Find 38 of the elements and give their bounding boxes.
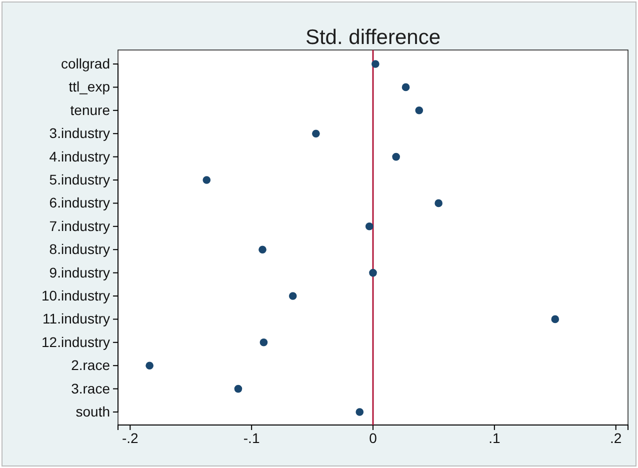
y-tick-label: 7.industry — [49, 218, 110, 234]
y-tick-label: 3.industry — [49, 125, 110, 142]
point — [415, 106, 424, 114]
y-tick-label: 2.race — [71, 357, 110, 374]
x-tick-label: 0 — [369, 430, 378, 446]
point — [234, 384, 242, 393]
point — [312, 130, 320, 138]
y-tick-label: collgrad — [60, 55, 110, 72]
x-tick-label: -.1 — [243, 430, 260, 446]
x-tick-label: .1 — [488, 430, 500, 446]
y-tick-label: 8.industry — [49, 241, 110, 258]
y-tick-label: 11.industry — [42, 310, 110, 327]
y-tick-label: 10.industry — [42, 287, 110, 304]
y-tick-label: south — [76, 403, 110, 420]
point — [146, 362, 154, 370]
y-tick-label: 5.industry — [49, 171, 110, 188]
y-tick-label: ttl_exp — [68, 78, 110, 95]
point — [372, 60, 380, 68]
y-tick-label: 4.industry — [49, 148, 110, 164]
point — [288, 292, 297, 300]
point — [258, 246, 266, 254]
point — [365, 222, 374, 230]
point — [202, 176, 211, 184]
point — [392, 152, 400, 161]
point — [356, 408, 364, 416]
point — [402, 83, 410, 92]
y-tick-label: 9.industry — [49, 264, 110, 280]
point — [434, 199, 442, 208]
y-tick-label: 3.race — [71, 380, 110, 396]
point — [260, 338, 268, 346]
x-tick-label: -.2 — [122, 430, 139, 446]
y-tick-label: 6.industry — [49, 194, 110, 211]
point — [369, 268, 377, 277]
y-tick-label: 12.industry — [42, 334, 110, 350]
point — [551, 315, 560, 324]
chart-title: Std. difference — [305, 26, 441, 49]
x-tick-label: .2 — [610, 430, 622, 446]
y-tick-label: tenure — [70, 102, 110, 118]
